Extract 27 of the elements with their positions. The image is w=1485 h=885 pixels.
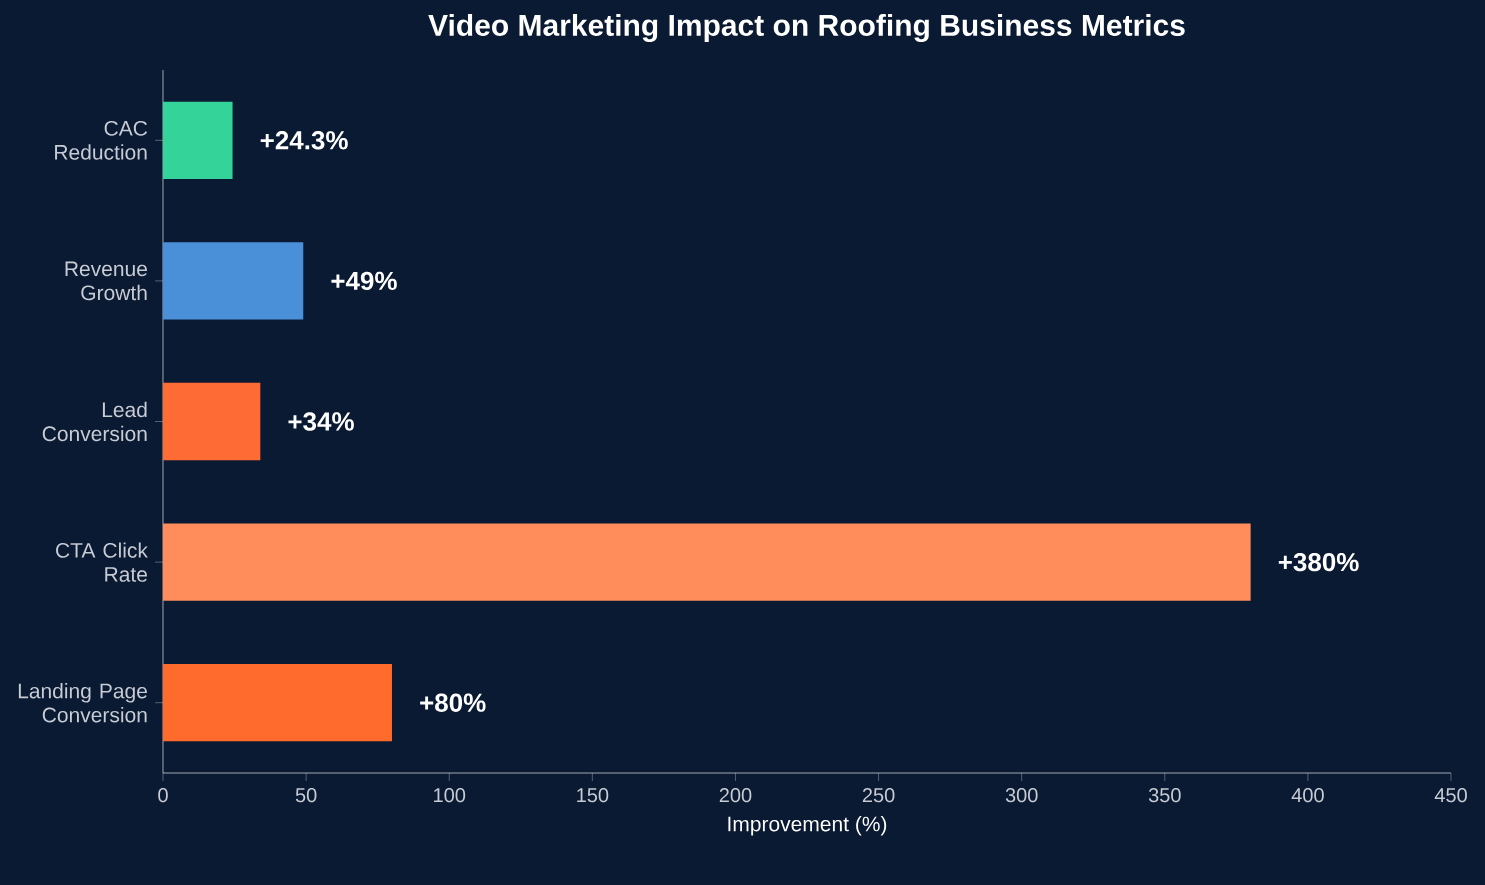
bar <box>163 101 233 179</box>
x-tick-label: 300 <box>1005 788 1038 803</box>
x-tick-label: 450 <box>1434 788 1467 803</box>
data-label: +380% <box>1278 552 1359 572</box>
y-tick-label: Lead Conversion <box>42 401 147 442</box>
x-tick-label: 50 <box>295 788 317 803</box>
y-tick-label: CTA Click Rate <box>56 542 148 582</box>
x-tick-label: 0 <box>158 788 168 803</box>
bar <box>163 664 392 742</box>
chart-title: Video Marketing Impact on Roofing Business Metrics <box>428 13 1185 43</box>
y-tick-label: Landing Page Conversion <box>18 683 147 723</box>
bar <box>163 382 261 461</box>
x-tick-label: 350 <box>1148 788 1181 803</box>
bar <box>163 523 1251 601</box>
x-tick-label: 200 <box>719 788 752 803</box>
data-label: +80% <box>420 693 486 712</box>
x-tick-label: 150 <box>577 788 609 803</box>
x-axis-title: Improvement (%) <box>728 815 887 836</box>
bar <box>163 242 304 320</box>
x-tick-label: 250 <box>862 788 895 803</box>
x-tick-label: 100 <box>434 788 466 803</box>
y-tick-label: CAC Reduction <box>55 120 148 160</box>
x-tick-label: 400 <box>1291 788 1324 803</box>
data-label: +49% <box>331 271 397 291</box>
data-label: +34% <box>288 412 354 431</box>
y-tick-label: Revenue Growth <box>65 261 147 301</box>
data-label: +24.3% <box>260 131 348 150</box>
